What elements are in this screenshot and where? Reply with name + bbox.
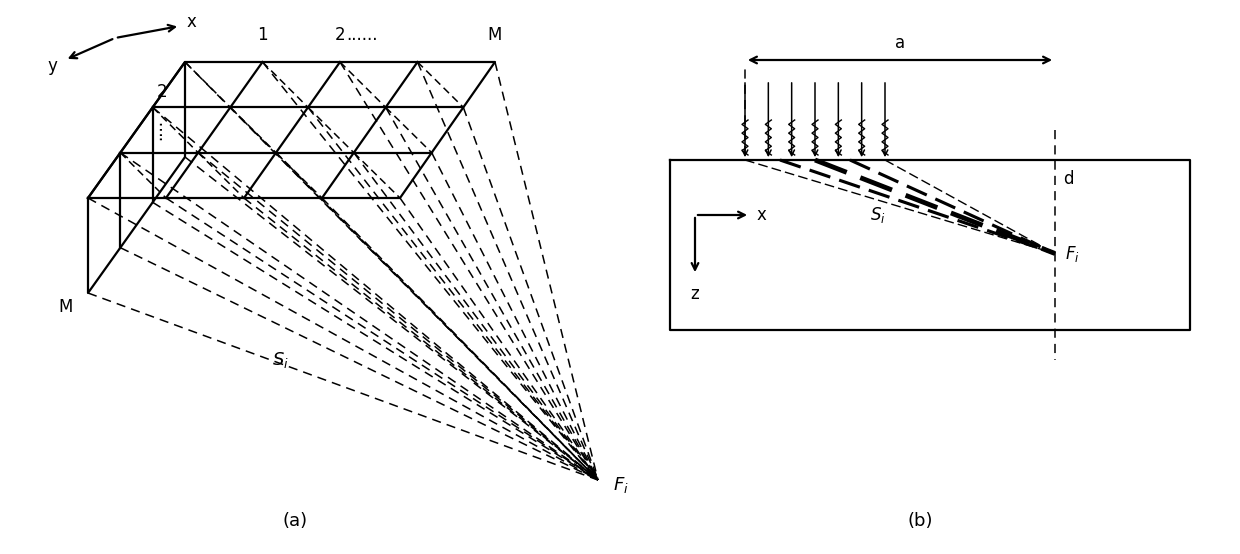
Text: ....: ....	[148, 120, 165, 141]
Text: d: d	[1063, 170, 1074, 188]
Text: (a): (a)	[283, 512, 308, 530]
Text: M: M	[58, 298, 73, 316]
Text: 2: 2	[335, 26, 345, 44]
Text: 1: 1	[257, 26, 268, 44]
Text: M: M	[487, 26, 502, 44]
Text: y: y	[47, 57, 57, 75]
Text: $S_i$: $S_i$	[272, 350, 289, 370]
Text: x: x	[187, 13, 197, 31]
Text: ......: ......	[346, 26, 377, 44]
Text: $S_i$: $S_i$	[870, 205, 885, 225]
Text: 2: 2	[156, 83, 167, 101]
Text: $F_i$: $F_i$	[1065, 244, 1080, 264]
Text: (b): (b)	[908, 512, 932, 530]
Text: $F_i$: $F_i$	[613, 475, 629, 495]
Text: x: x	[756, 206, 766, 224]
Text: z: z	[691, 285, 699, 303]
Text: a: a	[895, 34, 905, 52]
